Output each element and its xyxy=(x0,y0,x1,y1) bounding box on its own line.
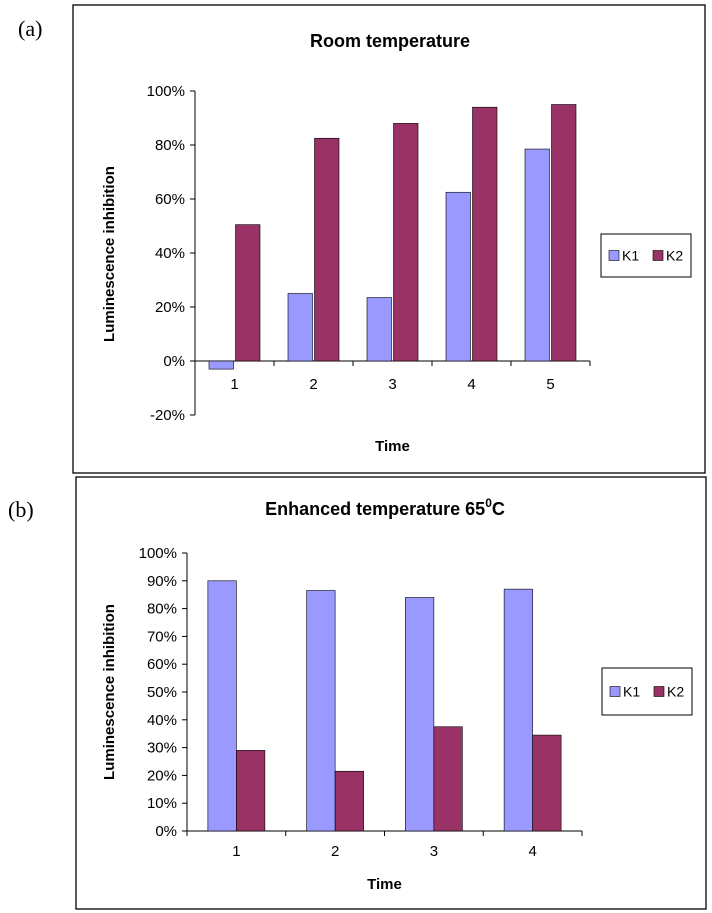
chart-a: Room temperature -20% 0% 20% 40% 60% 80% 100% 1 2… xyxy=(72,4,706,474)
bar-k2-time-2 xyxy=(314,137,340,362)
legend-swatch-k2 xyxy=(652,250,664,261)
bar-k2-time-1 xyxy=(236,750,266,832)
chart-frame xyxy=(75,476,707,910)
x-tick-label: 3 xyxy=(430,843,438,860)
x-tick-label: 1 xyxy=(230,376,238,393)
y-tick-label: 80% xyxy=(155,137,185,154)
x-tick-label: 4 xyxy=(467,376,475,393)
chart-title-superscript: 0 xyxy=(485,496,492,510)
chart-b: Enhanced temperature 650C 0% 10% 20% 30% 40% 5… xyxy=(75,476,707,910)
y-tick-label: -20% xyxy=(150,407,185,424)
y-axis-label: Luminescence inhibition xyxy=(101,604,118,780)
bar-k1-time-2 xyxy=(287,293,313,362)
x-tick-label: 3 xyxy=(388,376,396,393)
x-tick-label: 4 xyxy=(528,843,536,860)
y-tick-label: 60% xyxy=(155,191,185,208)
chart-title-text: Enhanced temperature 65 xyxy=(265,499,485,519)
panel-label-b: (b) xyxy=(8,497,34,522)
bar-k2-time-3 xyxy=(393,123,419,362)
x-axis-label: Time xyxy=(367,876,402,893)
bar-k1-time-4 xyxy=(445,191,471,362)
y-tick-label: 10% xyxy=(147,795,177,812)
legend: K1 K2 xyxy=(600,233,692,278)
bar-k1-time-1 xyxy=(207,580,237,832)
legend-label-k1: K1 xyxy=(622,248,639,264)
y-tick-label: 0% xyxy=(163,353,185,370)
bar-k1-time-2 xyxy=(306,590,336,832)
y-tick-label: 30% xyxy=(147,740,177,757)
y-tick-label: 60% xyxy=(147,656,177,673)
y-tick-label: 100% xyxy=(139,545,177,562)
bar-k2-time-3 xyxy=(433,726,463,832)
bar-k2-time-5 xyxy=(551,104,577,362)
legend: K1 K2 xyxy=(601,667,693,716)
y-tick-label: 40% xyxy=(155,245,185,262)
y-tick-label: 100% xyxy=(147,83,185,100)
x-tick-label: 2 xyxy=(309,376,317,393)
bar-k2-time-1 xyxy=(235,224,261,362)
bar-k2-time-2 xyxy=(334,770,364,832)
chart-frame xyxy=(72,4,706,474)
legend-label-k1: K1 xyxy=(623,684,640,700)
legend-label-k2: K2 xyxy=(666,248,683,264)
y-tick-label: 90% xyxy=(147,573,177,590)
bar-k1-time-5 xyxy=(524,148,550,362)
x-tick-label: 2 xyxy=(331,843,339,860)
legend-swatch-k1 xyxy=(608,250,620,261)
y-axis-label: Luminescence inhibition xyxy=(101,166,118,342)
y-tick-label: 50% xyxy=(147,684,177,701)
bar-k2-time-4 xyxy=(532,734,562,832)
y-tick-label: 40% xyxy=(147,712,177,729)
y-tick-label: 0% xyxy=(155,823,177,840)
bar-k1-time-1 xyxy=(208,360,234,370)
panel-label-a: (a) xyxy=(18,16,43,41)
y-tick-label: 70% xyxy=(147,628,177,645)
x-axis-label: Time xyxy=(375,438,410,455)
chart-title: Enhanced temperature 650C xyxy=(265,496,505,519)
legend-swatch-k1 xyxy=(609,686,621,697)
bar-k1-time-3 xyxy=(366,297,392,362)
legend-swatch-k2 xyxy=(653,686,665,697)
x-tick-label: 5 xyxy=(546,376,554,393)
chart-title: Room temperature xyxy=(310,31,470,51)
y-tick-label: 20% xyxy=(147,767,177,784)
bar-k2-time-4 xyxy=(472,106,498,362)
chart-title-suffix: C xyxy=(492,499,505,519)
y-tick-label: 80% xyxy=(147,601,177,618)
legend-label-k2: K2 xyxy=(667,684,684,700)
chart-title-text: Room temperature xyxy=(310,31,470,51)
bar-k1-time-4 xyxy=(503,588,533,832)
bar-k1-time-3 xyxy=(405,597,435,832)
y-tick-label: 20% xyxy=(155,299,185,316)
x-tick-label: 1 xyxy=(232,843,240,860)
